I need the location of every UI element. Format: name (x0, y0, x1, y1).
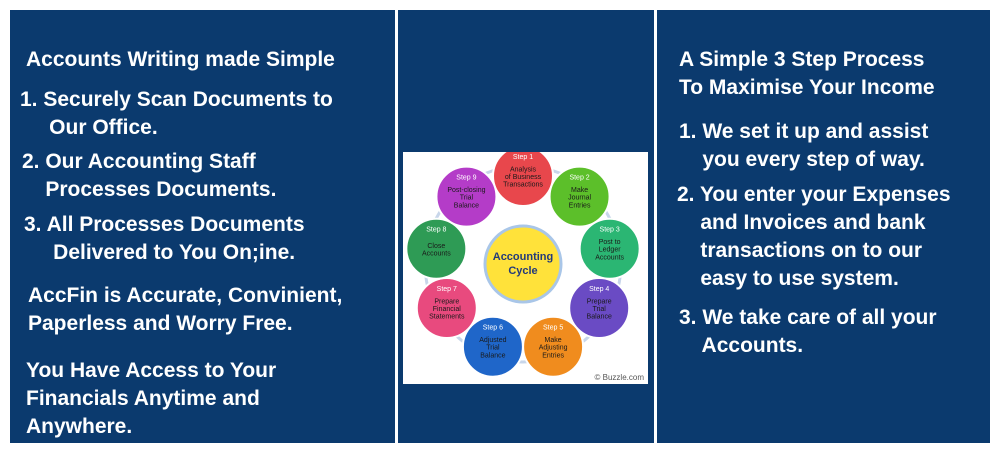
left-paragraph-1: AccFin is Accurate, Convinient, Paperles… (28, 284, 343, 335)
cycle-step-text: Prepare Financial Statements (429, 298, 465, 320)
cycle-step-text: Close Accounts (422, 243, 451, 258)
cycle-step-circle (548, 165, 611, 228)
cycle-step-text: Prepare Trial Balance (587, 298, 612, 320)
cycle-step-text: Make Journal Entries (568, 187, 591, 209)
cycle-step-circle (415, 277, 478, 339)
right-step-3: 3. We take care of all your Accounts. (679, 306, 937, 357)
credit-text: © Buzzle.com (594, 373, 644, 382)
cycle-step-2: Step 2 Make Journal Entries (548, 165, 611, 228)
accounting-cycle-diagram: Step 1 Analysis of Business Transactions Ste… (403, 152, 648, 384)
cycle-step-text: Post to Ledger Accounts (595, 239, 624, 261)
cycle-step-number: Step 9 (456, 175, 476, 182)
cycle-step-8: Step 8 Close Accounts (405, 217, 468, 280)
cycle-step-circle (492, 152, 554, 207)
center-label: Accounting Cycle (493, 251, 554, 277)
left-heading: Accounts Writing made Simple (26, 48, 335, 71)
cycle-step-circle (405, 217, 468, 280)
cycle-step-7: Step 7 Prepare Financial Statements (415, 277, 478, 339)
cycle-step-5: Step 5 Make Adjusting Entries (522, 315, 585, 378)
cycle-step-number: Step 8 (426, 227, 446, 234)
cycle-step-text: Analysis of Business Transactions (503, 166, 543, 188)
cycle-step-circle (435, 165, 498, 228)
cycle-step-number: Step 1 (513, 154, 533, 161)
cycle-step-circle (461, 315, 524, 378)
cycle-step-number: Step 4 (589, 286, 609, 293)
cycle-step-number: Step 2 (569, 175, 589, 182)
cycle-step-number: Step 3 (600, 227, 620, 234)
middle-panel: Step 1 Analysis of Business Transactions Ste… (398, 10, 654, 443)
cycle-step-1: Step 1 Analysis of Business Transactions (492, 152, 554, 207)
cycle-step-number: Step 6 (483, 325, 503, 332)
cycle-step-number: Step 5 (543, 325, 563, 332)
cycle-step-4: Step 4 Prepare Trial Balance (568, 277, 631, 339)
left-step-3: 3. All Processes Documents Delivered to … (24, 213, 305, 264)
cycle-step-text: Adjusted Trial Balance (479, 337, 506, 359)
cycle-step-circle (568, 277, 631, 339)
right-step-2: 2. You enter your Expenses and Invoices … (677, 183, 951, 290)
cycle-step-text: Post-closing Trial Balance (447, 187, 485, 209)
cycle-step-6: Step 6 Adjusted Trial Balance (461, 315, 524, 378)
cycle-step-3: Step 3 Post to Ledger Accounts (578, 217, 641, 280)
left-step-1: 1. Securely Scan Documents to Our Office… (20, 88, 333, 139)
right-panel: A Simple 3 Step Process To Maximise Your… (657, 10, 990, 443)
cycle-step-number: Step 7 (437, 286, 457, 293)
right-heading: A Simple 3 Step Process To Maximise Your… (679, 48, 935, 99)
cycle-step-text: Make Adjusting Entries (539, 337, 568, 359)
left-paragraph-2: You Have Access to Your Financials Anyti… (26, 359, 277, 438)
cycle-step-circle (578, 217, 641, 280)
right-step-1: 1. We set it up and assist you every ste… (679, 120, 929, 171)
left-step-2: 2. Our Accounting Staff Processes Docume… (22, 150, 277, 201)
left-panel: Accounts Writing made Simple 1. Securely… (10, 10, 395, 443)
center-circle (483, 224, 563, 304)
cycle-step-9: Step 9 Post-closing Trial Balance (435, 165, 498, 228)
